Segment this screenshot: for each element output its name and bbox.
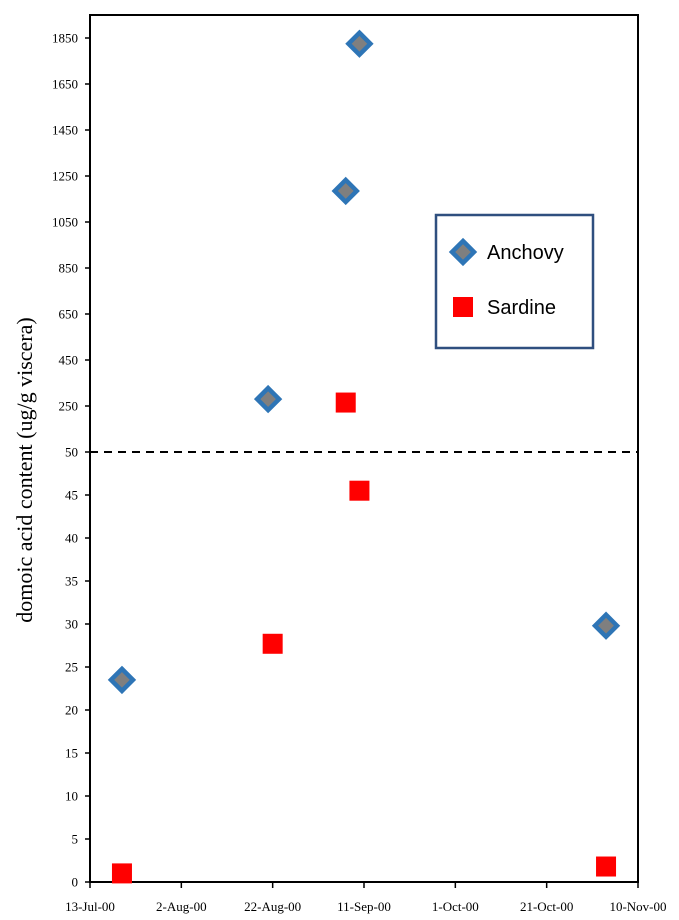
- x-tick-label: 2-Aug-00: [156, 899, 207, 914]
- x-tick-label: 13-Jul-00: [65, 899, 115, 914]
- y-tick-label: 450: [59, 353, 79, 368]
- plot-axes: [85, 14, 639, 888]
- x-tick-label: 10-Nov-00: [609, 899, 666, 914]
- legend-label-sardine: Sardine: [487, 297, 556, 319]
- y-tick-label: 1250: [52, 169, 78, 184]
- legend-diamond-icon: [448, 237, 478, 267]
- y-tick-label: 5: [72, 832, 79, 847]
- y-tick-labels: 0 5 10 15 20 25 30 35 40 45 50 250 450 650 850 1050 1250…: [52, 31, 78, 890]
- y-tick-label: 250: [59, 399, 79, 414]
- x-tick-label: 1-Oct-00: [432, 899, 479, 914]
- y-tick-label: 25: [65, 660, 78, 675]
- sardine-point: [262, 633, 283, 654]
- y-axis-title: domoic acid content (ug/g viscera): [12, 317, 37, 622]
- legend: Anchovy Sardine: [434, 213, 595, 350]
- y-tick-label: 650: [59, 307, 79, 322]
- sardine-point: [111, 863, 132, 884]
- x-tick-label: 11-Sep-00: [337, 899, 391, 914]
- y-tick-label: 35: [65, 574, 78, 589]
- anchovy-point: [345, 29, 374, 58]
- y-tick-label: 40: [65, 531, 78, 546]
- y-tick-label: 50: [65, 445, 78, 460]
- sardine-point: [335, 392, 356, 413]
- y-tick-label: 15: [65, 746, 78, 761]
- y-tick-label: 1650: [52, 77, 78, 92]
- series-sardine: [111, 392, 617, 884]
- y-tick-label: 1450: [52, 123, 78, 138]
- y-tick-label: 1850: [52, 31, 78, 46]
- data-points: [107, 29, 621, 884]
- y-tick-label: 850: [59, 261, 79, 276]
- sardine-point: [596, 856, 617, 877]
- x-tick-label: 22-Aug-00: [244, 899, 301, 914]
- sardine-point: [349, 480, 370, 501]
- series-anchovy: [107, 29, 621, 695]
- plot-frame: [89, 14, 639, 883]
- legend-label-anchovy: Anchovy: [487, 242, 564, 264]
- anchovy-point: [107, 665, 137, 695]
- y-tick-label: 20: [65, 703, 78, 718]
- y-tick-label: 0: [72, 875, 79, 890]
- y-tick-label: 1050: [52, 215, 78, 230]
- legend-square-icon: [453, 297, 473, 317]
- anchovy-point: [591, 611, 621, 640]
- y-tick-label: 45: [65, 488, 78, 503]
- x-tick-labels: 13-Jul-00 2-Aug-00 22-Aug-00 11-Sep-00 1-Oct…: [65, 899, 666, 914]
- legend-box: [434, 213, 595, 350]
- y-tick-label: 30: [65, 617, 78, 632]
- anchovy-point: [331, 176, 360, 206]
- anchovy-point: [253, 384, 283, 414]
- x-tick-label: 21-Oct-00: [520, 899, 573, 914]
- y-tick-label: 10: [65, 789, 78, 804]
